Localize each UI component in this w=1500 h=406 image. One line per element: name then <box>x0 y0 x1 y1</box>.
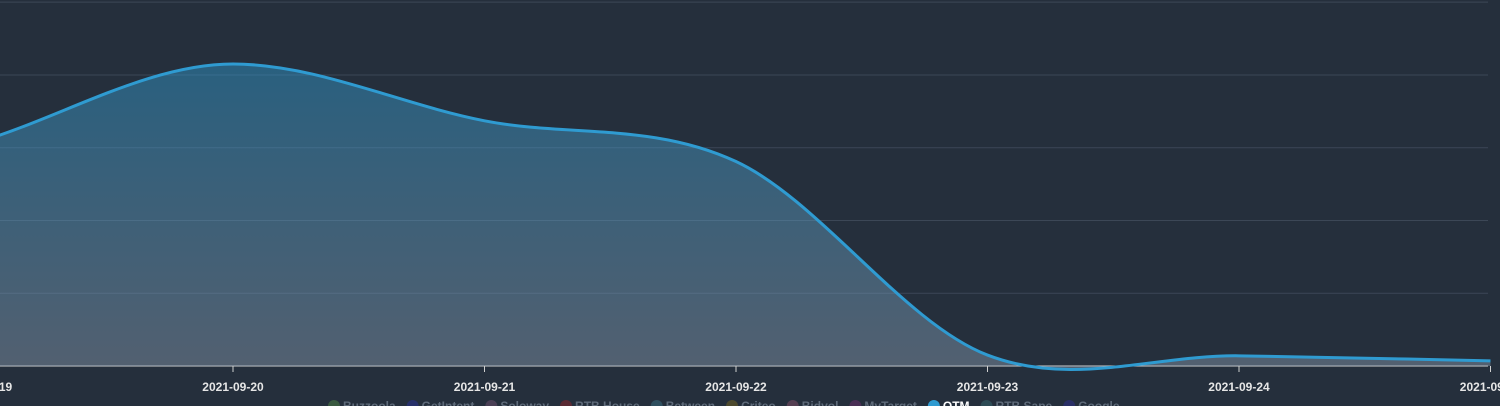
legend-label: OTM <box>943 399 970 406</box>
legend-item[interactable]: Soloway <box>485 399 549 406</box>
legend-label: RTB Sape <box>996 399 1053 406</box>
legend-swatch <box>927 400 940 406</box>
x-tick-label: 2021-09-19 <box>0 380 13 394</box>
legend-label: Between <box>666 399 715 406</box>
legend-swatch <box>650 400 663 406</box>
x-tick-label: 2021-09-22 <box>705 380 767 394</box>
legend-swatch <box>328 400 340 406</box>
legend-item[interactable]: RTB Sape <box>980 399 1053 406</box>
legend-swatch <box>849 400 862 406</box>
legend-swatch <box>980 400 993 406</box>
legend-item[interactable]: Criteo <box>726 399 776 406</box>
area-fill <box>0 64 1491 370</box>
legend-item[interactable]: Google <box>1063 399 1120 406</box>
x-tick-label: 2021-09-25 <box>1460 380 1500 394</box>
area-line <box>0 62 1491 371</box>
legend-label: Criteo <box>741 399 776 406</box>
legend-label: Google <box>1078 399 1120 406</box>
x-tick-label: 2021-09-20 <box>202 380 264 394</box>
legend-swatch <box>726 400 739 406</box>
legend-label: GetIntent <box>422 399 475 406</box>
x-tick-label: 2021-09-21 <box>454 380 516 394</box>
legend-swatch <box>485 400 498 406</box>
legend-item[interactable]: MyTarget <box>849 399 917 406</box>
legend-label: Soloway <box>500 399 549 406</box>
legend-item[interactable]: Bidvol <box>786 399 839 406</box>
legend-swatch <box>406 400 419 406</box>
legend-label: RTB House <box>575 399 640 406</box>
legend-item[interactable]: Between <box>650 399 715 406</box>
legend-label: Bidvol <box>802 399 839 406</box>
legend-swatch <box>1063 400 1076 406</box>
x-tick-label: 2021-09-24 <box>1208 380 1270 394</box>
legend-item[interactable]: OTM <box>927 399 970 406</box>
legend-label: Buzzoola <box>343 399 396 406</box>
legend-item[interactable]: GetIntent <box>406 399 475 406</box>
legend-swatch <box>786 400 799 406</box>
legend-item[interactable]: RTB House <box>560 399 640 406</box>
legend-item[interactable]: Buzzoola <box>328 399 396 406</box>
legend-swatch <box>560 400 573 406</box>
x-tick-label: 2021-09-23 <box>957 380 1019 394</box>
legend-label: MyTarget <box>864 399 916 406</box>
